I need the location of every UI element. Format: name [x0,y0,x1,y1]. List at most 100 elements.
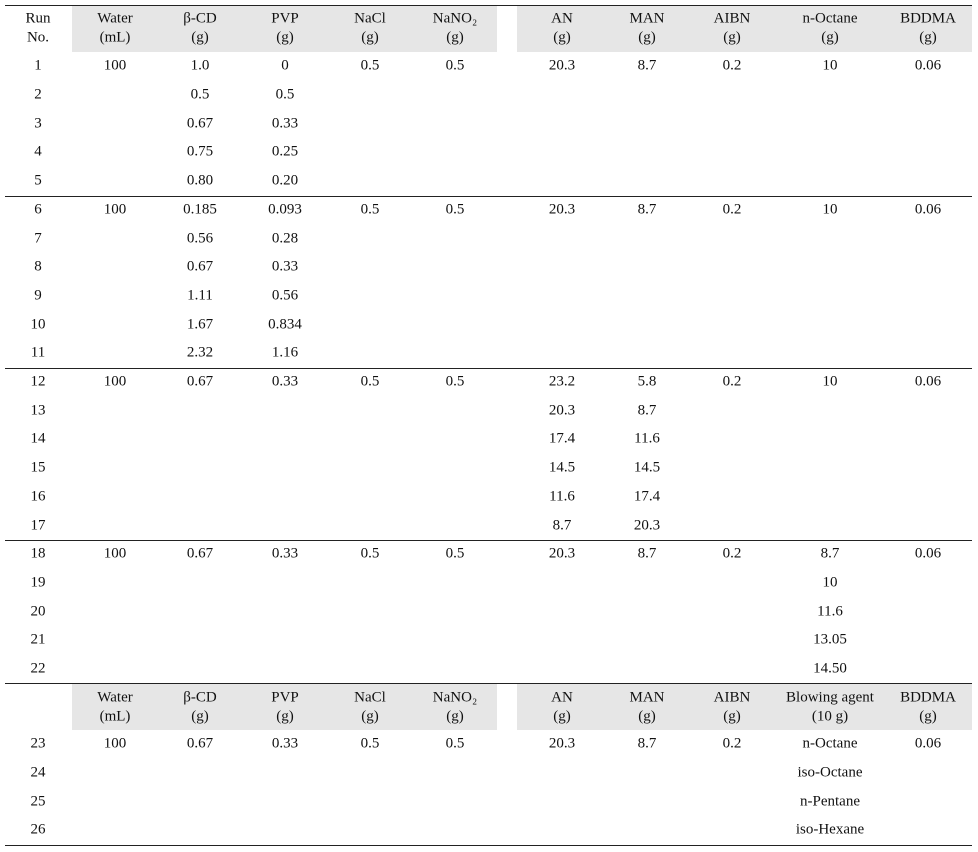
header-cell: Water [97,10,133,27]
table-cell: 20.3 [633,517,661,534]
table-cell: 8.7 [820,545,840,562]
header-cell: BDDMA [900,689,956,706]
table-cell: 0.5 [190,86,210,103]
table-cell: 0.5 [360,201,380,218]
table-cell: 10 [822,373,838,390]
header-cell: (g) [638,708,656,725]
table-cell: 10 [30,316,46,333]
table-cell: 10 [822,57,838,74]
table-cell: 20.3 [548,545,576,562]
table-cell: 0.56 [271,287,299,304]
header-cell: (g) [919,708,937,725]
header-cell: (10 g) [811,708,849,725]
table-cell: n-Pentane [800,793,860,810]
table-cell: 20.3 [548,201,576,218]
header-cell: AN [551,689,573,706]
table-cell: 15 [30,459,46,476]
header-cell: BDDMA [900,10,956,27]
table-cell: 20 [30,603,46,620]
table-cell: 5 [34,172,42,189]
table-cell: 6 [34,201,42,218]
table-cell: 26 [30,821,46,838]
header-cell: β-CD [183,10,217,27]
header-cell: (mL) [99,29,131,46]
header-cell: NaCl [354,10,386,27]
table-cell: 100 [103,57,127,74]
table-cell: 0.5 [360,373,380,390]
table-cell: 100 [103,201,127,218]
header-cell: NaCl [354,689,386,706]
table-cell: 8 [34,258,42,275]
rule [5,5,972,6]
header-cell: β-CD [183,689,217,706]
table-cell: 0.33 [271,115,299,132]
table-cell: 14.50 [813,660,847,677]
rule [5,540,972,541]
table-cell: 23 [30,735,46,752]
rule [5,845,972,846]
table-cell: 11.6 [634,430,660,447]
table-cell: 0.33 [271,258,299,275]
header-cell: AIBN [713,689,751,706]
table-cell: 0.2 [722,373,742,390]
table-cell: 0.06 [914,545,942,562]
header-cell: NaNO₂ [432,689,478,706]
table-cell: 17 [30,517,46,534]
table-cell: 1.67 [186,316,214,333]
header-cell: (g) [919,29,937,46]
header-cell: (g) [553,708,571,725]
table-cell: 0.5 [360,57,380,74]
table-cell: 11.6 [549,488,575,505]
table-cell: 13 [30,402,46,419]
header-cell: AIBN [713,10,751,27]
table-cell: 9 [34,287,42,304]
header-cell: (g) [276,708,294,725]
header-shade [517,5,972,52]
table-cell: 11 [30,344,46,361]
table-cell: 0.5 [360,545,380,562]
table-cell: 100 [103,735,127,752]
table-cell: 16 [30,488,46,505]
table-cell: 0.2 [722,735,742,752]
table-cell: 0.5 [360,735,380,752]
rule [5,196,972,197]
header-cell: (g) [276,29,294,46]
header-cell: PVP [271,10,299,27]
table-cell: 10 [822,201,838,218]
table-cell: 0.5 [445,545,465,562]
header-cell: (g) [553,29,571,46]
header-cell: (g) [191,29,209,46]
table-cell: 8.7 [637,735,657,752]
rule [5,368,972,369]
header-cell: (g) [821,29,839,46]
rule [5,683,972,684]
table-cell: 1 [34,57,42,74]
table-cell: 24 [30,764,46,781]
table-cell: 0.06 [914,57,942,74]
table-cell: 1.0 [190,57,210,74]
table-cell: 14.5 [548,459,576,476]
table-cell: 0.67 [186,735,214,752]
table-cell: 25 [30,793,46,810]
table-cell: 8.7 [637,545,657,562]
header-cell: Run [25,10,51,27]
table-cell: 4 [34,143,42,160]
header-shade [517,684,972,730]
table-cell: 0.5 [445,57,465,74]
table-cell: 14 [30,430,46,447]
table-cell: 0.5 [275,86,295,103]
header-cell: No. [26,29,50,46]
table-cell: 0.25 [271,143,299,160]
header-cell: (g) [361,29,379,46]
header-cell: (g) [638,29,656,46]
header-shade [72,5,497,52]
table-cell: 8.7 [552,517,572,534]
table-cell: 0.67 [186,115,214,132]
header-cell: NaNO₂ [432,10,478,27]
table-cell: 0.28 [271,230,299,247]
table-cell: 0.67 [186,258,214,275]
table-cell: 0.75 [186,143,214,160]
table-cell: 0.185 [183,201,217,218]
header-cell: (g) [446,708,464,725]
table-cell: 0.5 [445,201,465,218]
